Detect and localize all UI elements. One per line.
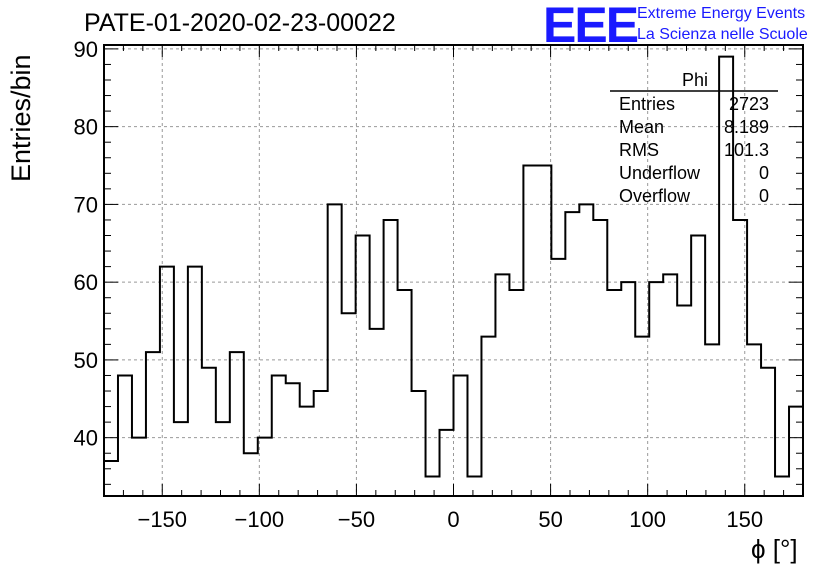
x-tick-label: −100 xyxy=(235,507,285,532)
histogram-bin xyxy=(160,267,174,496)
y-tick-label: 80 xyxy=(74,115,98,140)
x-tick-labels: −150 −100 −50 0 50 100 150 xyxy=(137,507,763,532)
stats-title: Phi xyxy=(682,70,708,90)
histogram-bin xyxy=(467,477,481,496)
histogram-bin xyxy=(412,391,426,496)
histogram-bin xyxy=(705,344,719,496)
x-tick-label: −150 xyxy=(137,507,187,532)
histogram-bin xyxy=(747,344,761,496)
histogram-bin xyxy=(454,375,468,496)
histogram-bin xyxy=(174,422,188,496)
x-axis-label: ϕ [°] xyxy=(751,534,798,564)
histogram-bin xyxy=(481,337,495,496)
chart-title: PATE-01-2020-02-23-00022 xyxy=(84,9,396,37)
histogram-bin xyxy=(216,422,230,496)
histogram-bin xyxy=(440,430,454,496)
histogram-bin xyxy=(272,375,286,496)
histogram-bin xyxy=(551,259,565,496)
histogram-bin xyxy=(104,461,118,496)
stats-row-value: 0 xyxy=(759,186,769,206)
histogram-bin xyxy=(733,220,747,496)
histogram-bin xyxy=(537,166,551,496)
stats-row-value: 0 xyxy=(759,163,769,183)
stats-row-label: Overflow xyxy=(619,186,691,206)
histogram-bin xyxy=(370,329,384,496)
axis-ticks xyxy=(103,45,804,496)
histogram-bin xyxy=(244,453,258,496)
stats-row-value: 2723 xyxy=(729,94,769,114)
histogram-bin xyxy=(593,220,607,496)
histogram-bin xyxy=(300,407,314,496)
histogram-bin xyxy=(621,282,635,496)
x-tick-label: 150 xyxy=(726,507,763,532)
histogram-bin xyxy=(649,282,663,496)
histogram-bin xyxy=(426,477,440,496)
x-tick-label: 0 xyxy=(447,507,459,532)
y-tick-label: 50 xyxy=(74,348,98,373)
histogram-bin xyxy=(565,212,579,496)
histogram-bin xyxy=(146,352,160,496)
histogram-step-line xyxy=(104,55,803,478)
y-tick-label: 40 xyxy=(74,426,98,451)
y-tick-label: 70 xyxy=(74,192,98,217)
y-axis-label: Entries/bin xyxy=(6,54,36,182)
histogram-bin xyxy=(523,166,537,496)
histogram-bin xyxy=(495,274,509,496)
histogram-bin xyxy=(132,438,146,496)
histogram-bin xyxy=(230,352,244,496)
histogram-bin xyxy=(607,290,621,496)
histogram-bin xyxy=(342,313,356,496)
x-tick-label: 100 xyxy=(629,507,666,532)
logo-line-2: La Scienza nelle Scuole xyxy=(637,26,808,43)
logo-line-1: Extreme Energy Events xyxy=(637,5,806,22)
histogram-bin xyxy=(202,368,216,496)
histogram-bin xyxy=(677,305,691,496)
histogram-bin xyxy=(789,407,803,496)
histogram-bin xyxy=(775,477,789,496)
stats-row-value: 8.189 xyxy=(724,117,769,137)
eee-logo: EEE xyxy=(543,0,639,53)
stats-row-label: Entries xyxy=(619,94,675,114)
histogram-bin xyxy=(314,391,328,496)
histogram-bin xyxy=(328,204,342,496)
histogram-bin xyxy=(663,274,677,496)
x-tick-label: −50 xyxy=(338,507,375,532)
histogram-bin xyxy=(509,290,523,496)
y-tick-label: 60 xyxy=(74,270,98,295)
histogram-bin xyxy=(579,204,593,496)
stats-row-label: RMS xyxy=(619,140,659,160)
stats-row-value: 101.3 xyxy=(724,140,769,160)
histogram-bin xyxy=(188,267,202,496)
stats-row-label: Mean xyxy=(619,117,664,137)
histogram-bin xyxy=(635,337,649,496)
histogram-bin xyxy=(398,290,412,496)
histogram-series xyxy=(104,55,803,496)
histogram-bin xyxy=(761,368,775,496)
histogram-bin xyxy=(286,383,300,496)
y-tick-label: 90 xyxy=(74,37,98,62)
histogram-bin xyxy=(356,236,370,496)
x-tick-label: 50 xyxy=(538,507,562,532)
histogram-bin xyxy=(118,375,132,496)
stats-row-label: Underflow xyxy=(619,163,701,183)
histogram-bin xyxy=(258,438,272,496)
histogram-bin xyxy=(691,236,705,496)
histogram-bin xyxy=(384,220,398,496)
y-tick-labels: 40 50 60 70 80 90 xyxy=(74,37,98,451)
stats-box: Phi Entries 2723 Mean 8.189 RMS 101.3 Underflo… xyxy=(610,70,778,206)
